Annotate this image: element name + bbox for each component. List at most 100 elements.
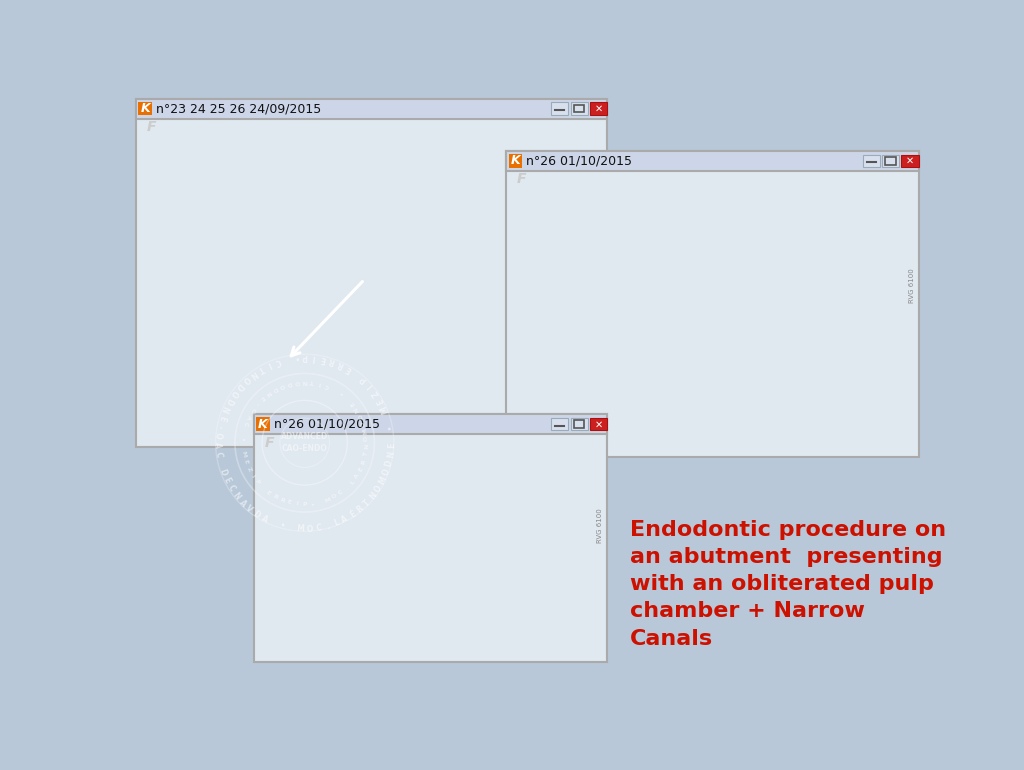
- Text: CAO-ENDO: CAO-ENDO: [282, 444, 328, 454]
- Text: O: O: [249, 407, 256, 413]
- FancyBboxPatch shape: [905, 171, 916, 457]
- Text: N: N: [364, 444, 370, 450]
- FancyBboxPatch shape: [254, 414, 607, 434]
- Text: T: T: [310, 379, 314, 384]
- Text: C: C: [243, 420, 249, 427]
- Text: •: •: [241, 437, 246, 441]
- Text: A: A: [238, 497, 248, 508]
- FancyBboxPatch shape: [509, 154, 522, 168]
- Text: O: O: [213, 432, 223, 440]
- Text: D: D: [233, 380, 245, 391]
- Text: T: T: [362, 452, 369, 457]
- Text: I: I: [312, 353, 315, 362]
- Text: •: •: [385, 424, 395, 430]
- Text: O: O: [241, 374, 251, 385]
- Text: É: É: [348, 510, 357, 520]
- FancyBboxPatch shape: [138, 102, 152, 115]
- Text: I: I: [318, 380, 322, 386]
- Text: R: R: [271, 494, 279, 500]
- Text: M: M: [296, 524, 304, 534]
- Text: N: N: [368, 490, 379, 501]
- Text: E: E: [221, 476, 231, 485]
- Text: E: E: [376, 397, 386, 406]
- Text: C: C: [226, 484, 237, 494]
- Text: Z: Z: [371, 388, 381, 398]
- Text: E: E: [319, 353, 327, 363]
- Text: A: A: [353, 472, 360, 479]
- FancyBboxPatch shape: [594, 119, 605, 447]
- Text: M: M: [379, 404, 390, 414]
- Text: F: F: [264, 436, 273, 450]
- Text: M: M: [324, 497, 332, 504]
- FancyBboxPatch shape: [506, 151, 919, 171]
- Text: F: F: [146, 120, 156, 134]
- Text: •: •: [310, 501, 314, 507]
- FancyBboxPatch shape: [901, 155, 919, 167]
- Text: D: D: [252, 509, 262, 520]
- Text: I: I: [265, 360, 272, 369]
- Text: E: E: [349, 400, 355, 407]
- Text: N: N: [264, 390, 272, 397]
- Text: K: K: [511, 155, 520, 167]
- Text: V: V: [244, 504, 254, 514]
- Text: N: N: [230, 490, 242, 501]
- Text: C: C: [214, 450, 223, 457]
- Text: A: A: [340, 514, 349, 524]
- Text: N: N: [219, 404, 230, 414]
- Text: n°26 01/10/2015: n°26 01/10/2015: [273, 418, 380, 430]
- Text: ADVANCED: ADVANCED: [281, 432, 329, 441]
- FancyBboxPatch shape: [590, 418, 607, 430]
- Text: O: O: [373, 484, 384, 494]
- Text: E: E: [387, 442, 396, 448]
- Text: D: D: [218, 467, 228, 477]
- Text: R: R: [328, 356, 336, 366]
- Text: P: P: [302, 502, 307, 507]
- Text: E: E: [243, 459, 249, 464]
- Text: E: E: [344, 363, 353, 373]
- Text: D: D: [223, 396, 234, 406]
- Text: O: O: [294, 379, 300, 384]
- Text: P: P: [302, 352, 307, 361]
- Text: N: N: [386, 450, 395, 458]
- Text: •: •: [338, 390, 344, 396]
- Text: N: N: [248, 368, 258, 379]
- Text: D: D: [286, 380, 293, 387]
- Text: C: C: [315, 523, 322, 533]
- Text: C: C: [273, 356, 282, 366]
- Text: R: R: [336, 359, 345, 370]
- Text: •: •: [293, 352, 298, 362]
- Text: P: P: [254, 479, 260, 485]
- Text: O: O: [360, 420, 367, 427]
- Text: R: R: [355, 504, 366, 514]
- Text: O: O: [331, 494, 338, 500]
- FancyBboxPatch shape: [254, 414, 607, 662]
- Text: .: .: [325, 521, 330, 531]
- Text: P: P: [358, 374, 369, 385]
- Text: A: A: [246, 413, 252, 420]
- Text: T: T: [256, 363, 265, 373]
- Text: O: O: [306, 524, 312, 534]
- Text: T: T: [361, 498, 372, 508]
- Text: É: É: [357, 466, 364, 472]
- Text: M: M: [377, 475, 388, 486]
- Text: n°26 01/10/2015: n°26 01/10/2015: [526, 155, 633, 167]
- FancyBboxPatch shape: [506, 151, 919, 457]
- Text: R: R: [279, 497, 285, 504]
- Text: D: D: [271, 385, 279, 392]
- FancyBboxPatch shape: [570, 418, 588, 430]
- Text: N: N: [353, 406, 360, 413]
- Text: R: R: [360, 459, 367, 465]
- Text: -: -: [215, 424, 224, 429]
- Text: F: F: [517, 172, 526, 186]
- Text: A: A: [260, 514, 269, 524]
- FancyBboxPatch shape: [136, 99, 607, 119]
- FancyBboxPatch shape: [551, 418, 568, 430]
- FancyBboxPatch shape: [594, 434, 605, 662]
- Text: O: O: [364, 436, 370, 442]
- FancyBboxPatch shape: [551, 102, 568, 115]
- FancyBboxPatch shape: [882, 155, 899, 167]
- Text: Z: Z: [246, 466, 252, 472]
- Text: A: A: [213, 442, 222, 448]
- Text: RVG 6100: RVG 6100: [597, 233, 603, 267]
- Text: M: M: [241, 450, 247, 458]
